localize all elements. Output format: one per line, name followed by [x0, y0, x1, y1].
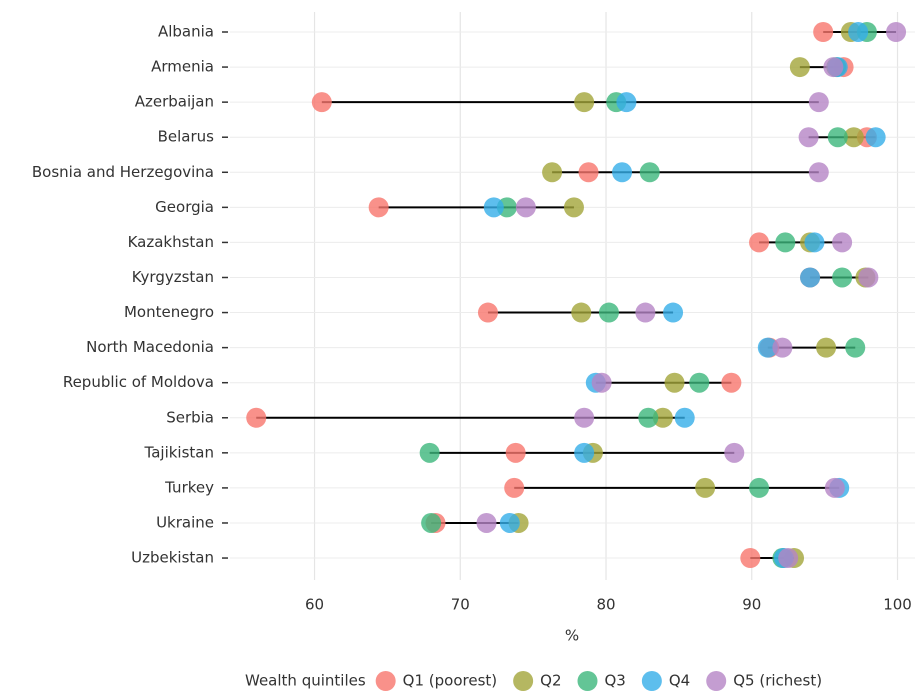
dot [823, 57, 844, 78]
dot [740, 548, 761, 569]
y-tick-label: Albania [158, 23, 214, 41]
y-tick-label: Georgia [155, 198, 214, 216]
dot [246, 407, 267, 428]
dot [574, 442, 595, 463]
legend-swatch [375, 671, 396, 691]
y-tick-label: Azerbaijan [135, 93, 214, 111]
dot [504, 477, 525, 498]
dot [499, 512, 520, 533]
legend-label: Q1 (poorest) [403, 672, 497, 690]
y-tick-label: Bosnia and Herzegovina [32, 163, 214, 181]
legend-label: Q3 [605, 672, 626, 690]
dot [843, 127, 864, 148]
dot [800, 267, 821, 288]
dot [886, 22, 907, 42]
y-tick-label: Turkey [164, 478, 214, 496]
dot [832, 267, 853, 288]
dot [515, 197, 536, 218]
legend-swatch [577, 671, 598, 691]
dot [674, 407, 695, 428]
dot [311, 92, 332, 113]
x-tick-label: 60 [305, 596, 324, 614]
dot [721, 372, 742, 393]
dot [663, 302, 684, 323]
dot [652, 407, 673, 428]
y-tick-label: Ukraine [156, 513, 214, 531]
y-tick-label: Kyrgyzstan [132, 268, 214, 286]
x-tick-label: 90 [742, 596, 761, 614]
dot [848, 22, 869, 42]
dot [832, 232, 853, 253]
dot [421, 512, 442, 533]
dot [824, 477, 845, 498]
dot [772, 337, 793, 358]
legend-swatch [641, 671, 662, 691]
x-tick-label: 100 [883, 596, 912, 614]
dot [695, 477, 716, 498]
dot [542, 162, 563, 183]
y-tick-label: Republic of Moldova [63, 373, 214, 391]
y-tick-label: North Macedonia [86, 338, 214, 356]
x-tick-label: 70 [451, 596, 470, 614]
legend-label: Q2 [540, 672, 561, 690]
dot [813, 22, 834, 42]
y-tick-label: Montenegro [124, 303, 214, 321]
dot [789, 57, 810, 78]
dot [505, 442, 526, 463]
dot [664, 372, 685, 393]
dot [598, 302, 619, 323]
dot [689, 372, 710, 393]
x-axis-label: % [565, 627, 579, 645]
y-tick-label: Serbia [166, 408, 214, 426]
dot [563, 197, 584, 218]
dot [808, 92, 829, 113]
dot [477, 302, 498, 323]
dot [616, 92, 637, 113]
dot [775, 232, 796, 253]
dot [798, 127, 819, 148]
dot [749, 232, 770, 253]
legend-label: Q5 (richest) [733, 672, 822, 690]
dot [749, 477, 770, 498]
y-tick-label: Tajikistan [144, 443, 214, 461]
dot [368, 197, 389, 218]
legend-title: Wealth quintiles [245, 672, 366, 690]
dot [574, 92, 595, 113]
dot [571, 302, 592, 323]
y-tick-label: Belarus [158, 128, 215, 146]
dot [858, 267, 879, 288]
dot [612, 162, 633, 183]
dot [574, 407, 595, 428]
y-tick-label: Uzbekistan [131, 549, 214, 567]
dot [578, 162, 599, 183]
dot [865, 127, 886, 148]
dot [827, 127, 848, 148]
dot [808, 162, 829, 183]
legend-swatch [513, 671, 534, 691]
dot [757, 337, 778, 358]
y-tick-label: Kazakhstan [128, 233, 214, 251]
dot [591, 372, 612, 393]
dot [635, 302, 656, 323]
y-tick-label: Armenia [151, 58, 214, 76]
dot [638, 407, 659, 428]
dot [816, 337, 837, 358]
dot [639, 162, 660, 183]
dot [724, 442, 745, 463]
dot [483, 197, 504, 218]
dot [778, 548, 799, 569]
legend-label: Q4 [669, 672, 690, 690]
dot [804, 232, 825, 253]
x-tick-label: 80 [596, 596, 615, 614]
dot [845, 337, 866, 358]
dot [419, 442, 440, 463]
dot [476, 512, 497, 533]
legend-swatch [706, 671, 727, 691]
